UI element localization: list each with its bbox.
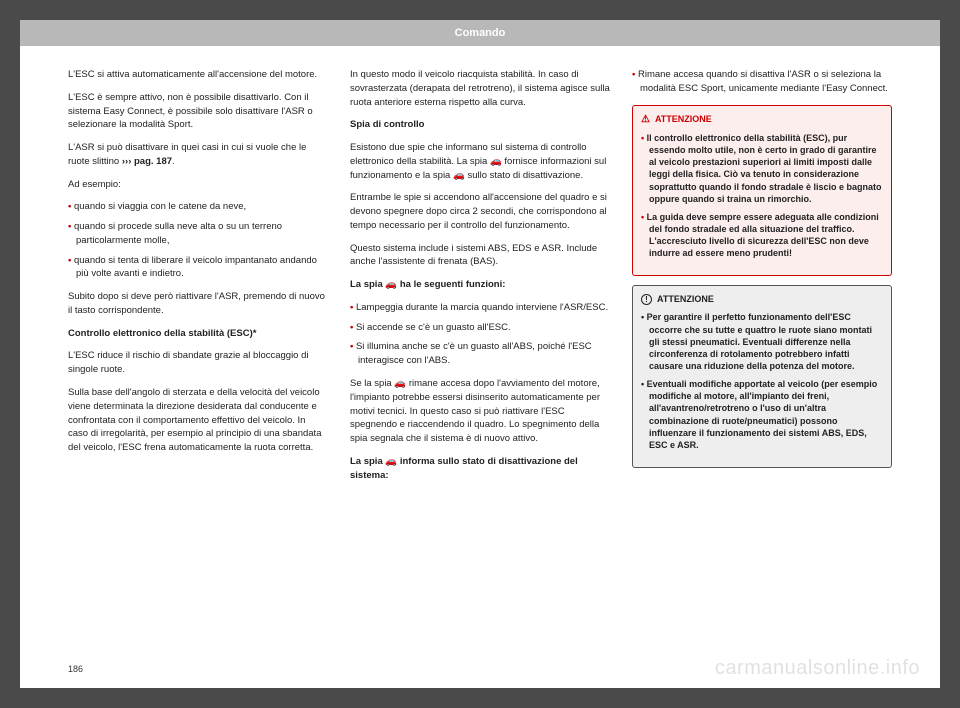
- paragraph: Sulla base dell'angolo di sterzata e del…: [68, 386, 328, 455]
- header-bar: Comando: [20, 20, 940, 46]
- bullet-list: Lampeggia durante la marcia quando inter…: [350, 301, 610, 368]
- list-item: quando si tenta di liberare il veicolo i…: [68, 254, 328, 282]
- bullet-list: Per garantire il perfetto funzionamento …: [641, 311, 883, 451]
- info-circle-icon: !: [641, 294, 652, 305]
- list-item: La guida deve sempre essere adeguata all…: [641, 211, 883, 260]
- warning-box: ⚠ ATTENZIONE Il controllo elettronico de…: [632, 105, 892, 277]
- paragraph: Subito dopo si deve però riattivare l'AS…: [68, 290, 328, 318]
- paragraph: L'ESC riduce il rischio di sbandate graz…: [68, 349, 328, 377]
- text: .: [172, 156, 175, 167]
- page-number: 186: [68, 664, 83, 674]
- warning-label: ATTENZIONE: [655, 113, 712, 126]
- paragraph: Questo sistema include i sistemi ABS, ED…: [350, 242, 610, 270]
- subheading: Spia di controllo: [350, 118, 610, 132]
- header-title: Comando: [455, 27, 506, 39]
- bullet-list: Rimane accesa quando si disattiva l'ASR …: [632, 68, 892, 96]
- list-item: Il controllo elettronico della stabilità…: [641, 132, 883, 205]
- paragraph: Entrambe le spie si accendono all'accens…: [350, 191, 610, 232]
- paragraph: L'ESC si attiva automaticamente all'acce…: [68, 68, 328, 82]
- bullet-list: Il controllo elettronico della stabilità…: [641, 132, 883, 259]
- list-item: Per garantire il perfetto funzionamento …: [641, 311, 883, 372]
- paragraph: Se la spia 🚗 rimane accesa dopo l'avviam…: [350, 377, 610, 446]
- list-item: quando si viaggia con le catene da neve,: [68, 200, 328, 214]
- notice-heading: ! ATTENZIONE: [641, 293, 883, 306]
- list-item: Si illumina anche se c'è un guasto all'A…: [350, 340, 610, 368]
- subheading: La spia 🚗 ha le seguenti funzioni:: [350, 278, 610, 292]
- warning-triangle-icon: ⚠: [641, 113, 650, 128]
- list-item: Lampeggia durante la marcia quando inter…: [350, 301, 610, 315]
- paragraph: In questo modo il veicolo riacquista sta…: [350, 68, 610, 109]
- list-item: Si accende se c'è un guasto all'ESC.: [350, 321, 610, 335]
- paragraph: L'ASR si può disattivare in quei casi in…: [68, 141, 328, 169]
- body-columns: L'ESC si attiva automaticamente all'acce…: [68, 68, 892, 482]
- watermark: carmanualsonline.info: [715, 657, 920, 680]
- warning-heading: ⚠ ATTENZIONE: [641, 113, 883, 128]
- list-item: quando si procede sulla neve alta o su u…: [68, 220, 328, 248]
- notice-box: ! ATTENZIONE Per garantire il perfetto f…: [632, 285, 892, 468]
- document-page: Comando L'ESC si attiva automaticamente …: [20, 20, 940, 688]
- list-item: Rimane accesa quando si disattiva l'ASR …: [632, 68, 892, 96]
- paragraph: Ad esempio:: [68, 178, 328, 192]
- notice-label: ATTENZIONE: [657, 293, 714, 306]
- bullet-list: quando si viaggia con le catene da neve,…: [68, 200, 328, 281]
- paragraph: L'ESC è sempre attivo, non è possibile d…: [68, 91, 328, 132]
- text: L'ASR si può disattivare in quei casi in…: [68, 142, 306, 167]
- page-reference: ››› pag. 187: [122, 156, 172, 167]
- paragraph: Esistono due spie che informano sul sist…: [350, 141, 610, 182]
- list-item: Eventuali modifiche apportate al veicolo…: [641, 378, 883, 451]
- subheading: La spia 🚗 informa sullo stato di disatti…: [350, 455, 610, 483]
- subheading: Controllo elettronico della stabilità (E…: [68, 327, 328, 341]
